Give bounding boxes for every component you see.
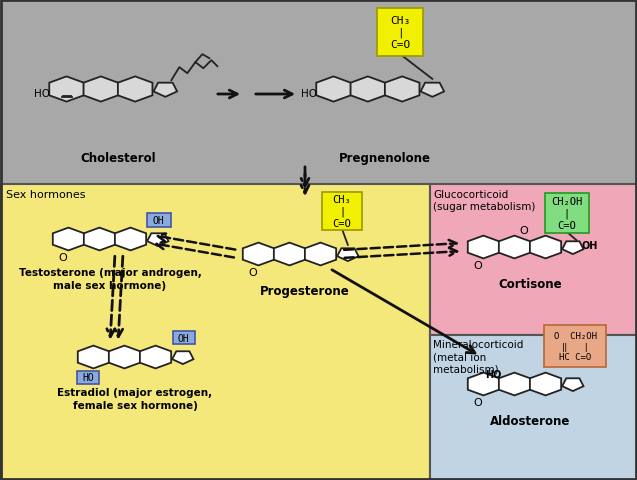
Text: O: O [474,261,482,271]
Bar [147,213,171,227]
Text: CH₃
|
C=O: CH₃ | C=O [390,16,410,50]
Polygon shape [385,77,419,102]
Polygon shape [115,228,146,251]
Bar [0,0,637,185]
Polygon shape [140,346,171,369]
Polygon shape [562,379,583,391]
Text: Sex hormones: Sex hormones [6,190,85,200]
Text: O: O [248,267,257,277]
Text: OH: OH [178,333,190,343]
Text: OH: OH [153,215,164,225]
Bar [377,9,423,57]
Polygon shape [337,249,359,262]
Bar [544,325,606,367]
Bar [430,185,637,336]
Polygon shape [53,228,84,251]
Text: HO: HO [485,369,502,379]
Bar [0,185,430,480]
Text: Testosterone (major androgen,
male sex hormone): Testosterone (major androgen, male sex h… [18,267,201,290]
Polygon shape [49,77,84,102]
Polygon shape [118,77,152,102]
Text: Progesterone: Progesterone [260,285,350,298]
Polygon shape [530,373,561,396]
Polygon shape [154,84,177,97]
Text: Cortisone: Cortisone [498,277,562,290]
Text: O: O [519,226,528,236]
Text: O: O [474,397,482,407]
Polygon shape [499,373,530,396]
Text: O  CH₂OH
‖   |
HC C=O: O CH₂OH ‖ | HC C=O [554,331,596,361]
Polygon shape [350,77,385,102]
Polygon shape [78,346,109,369]
Text: HO: HO [301,89,317,98]
Polygon shape [172,351,194,364]
Text: Cholesterol: Cholesterol [80,152,156,165]
Polygon shape [420,84,444,97]
Polygon shape [468,236,499,259]
Polygon shape [243,243,274,266]
Polygon shape [147,234,169,247]
Polygon shape [468,373,499,396]
Text: O: O [59,252,68,263]
Polygon shape [499,236,530,259]
Polygon shape [316,77,351,102]
Bar [322,192,362,230]
Text: Glucocorticoid
(sugar metabolism): Glucocorticoid (sugar metabolism) [433,190,535,212]
Polygon shape [83,77,118,102]
Text: HO: HO [34,89,50,98]
Text: CH₃
|
C=O: CH₃ | C=O [333,194,352,229]
Polygon shape [562,242,583,254]
Polygon shape [109,346,140,369]
Text: Pregnenolone: Pregnenolone [339,152,431,165]
Text: OH: OH [582,241,598,251]
Text: Mineralocorticoid
(metal ion
metabolism): Mineralocorticoid (metal ion metabolism) [433,339,524,374]
Text: Aldosterone: Aldosterone [490,414,570,427]
Polygon shape [84,228,115,251]
Text: CH₂OH
|
C=O: CH₂OH | C=O [552,196,583,231]
Polygon shape [274,243,305,266]
Text: Estradiol (major estrogen,
female sex hormone): Estradiol (major estrogen, female sex ho… [57,387,213,410]
Bar [545,193,589,233]
Polygon shape [305,243,336,266]
Text: HO: HO [82,372,94,383]
Bar [77,371,99,384]
Bar [430,336,637,480]
Bar [173,331,195,344]
Polygon shape [530,236,561,259]
